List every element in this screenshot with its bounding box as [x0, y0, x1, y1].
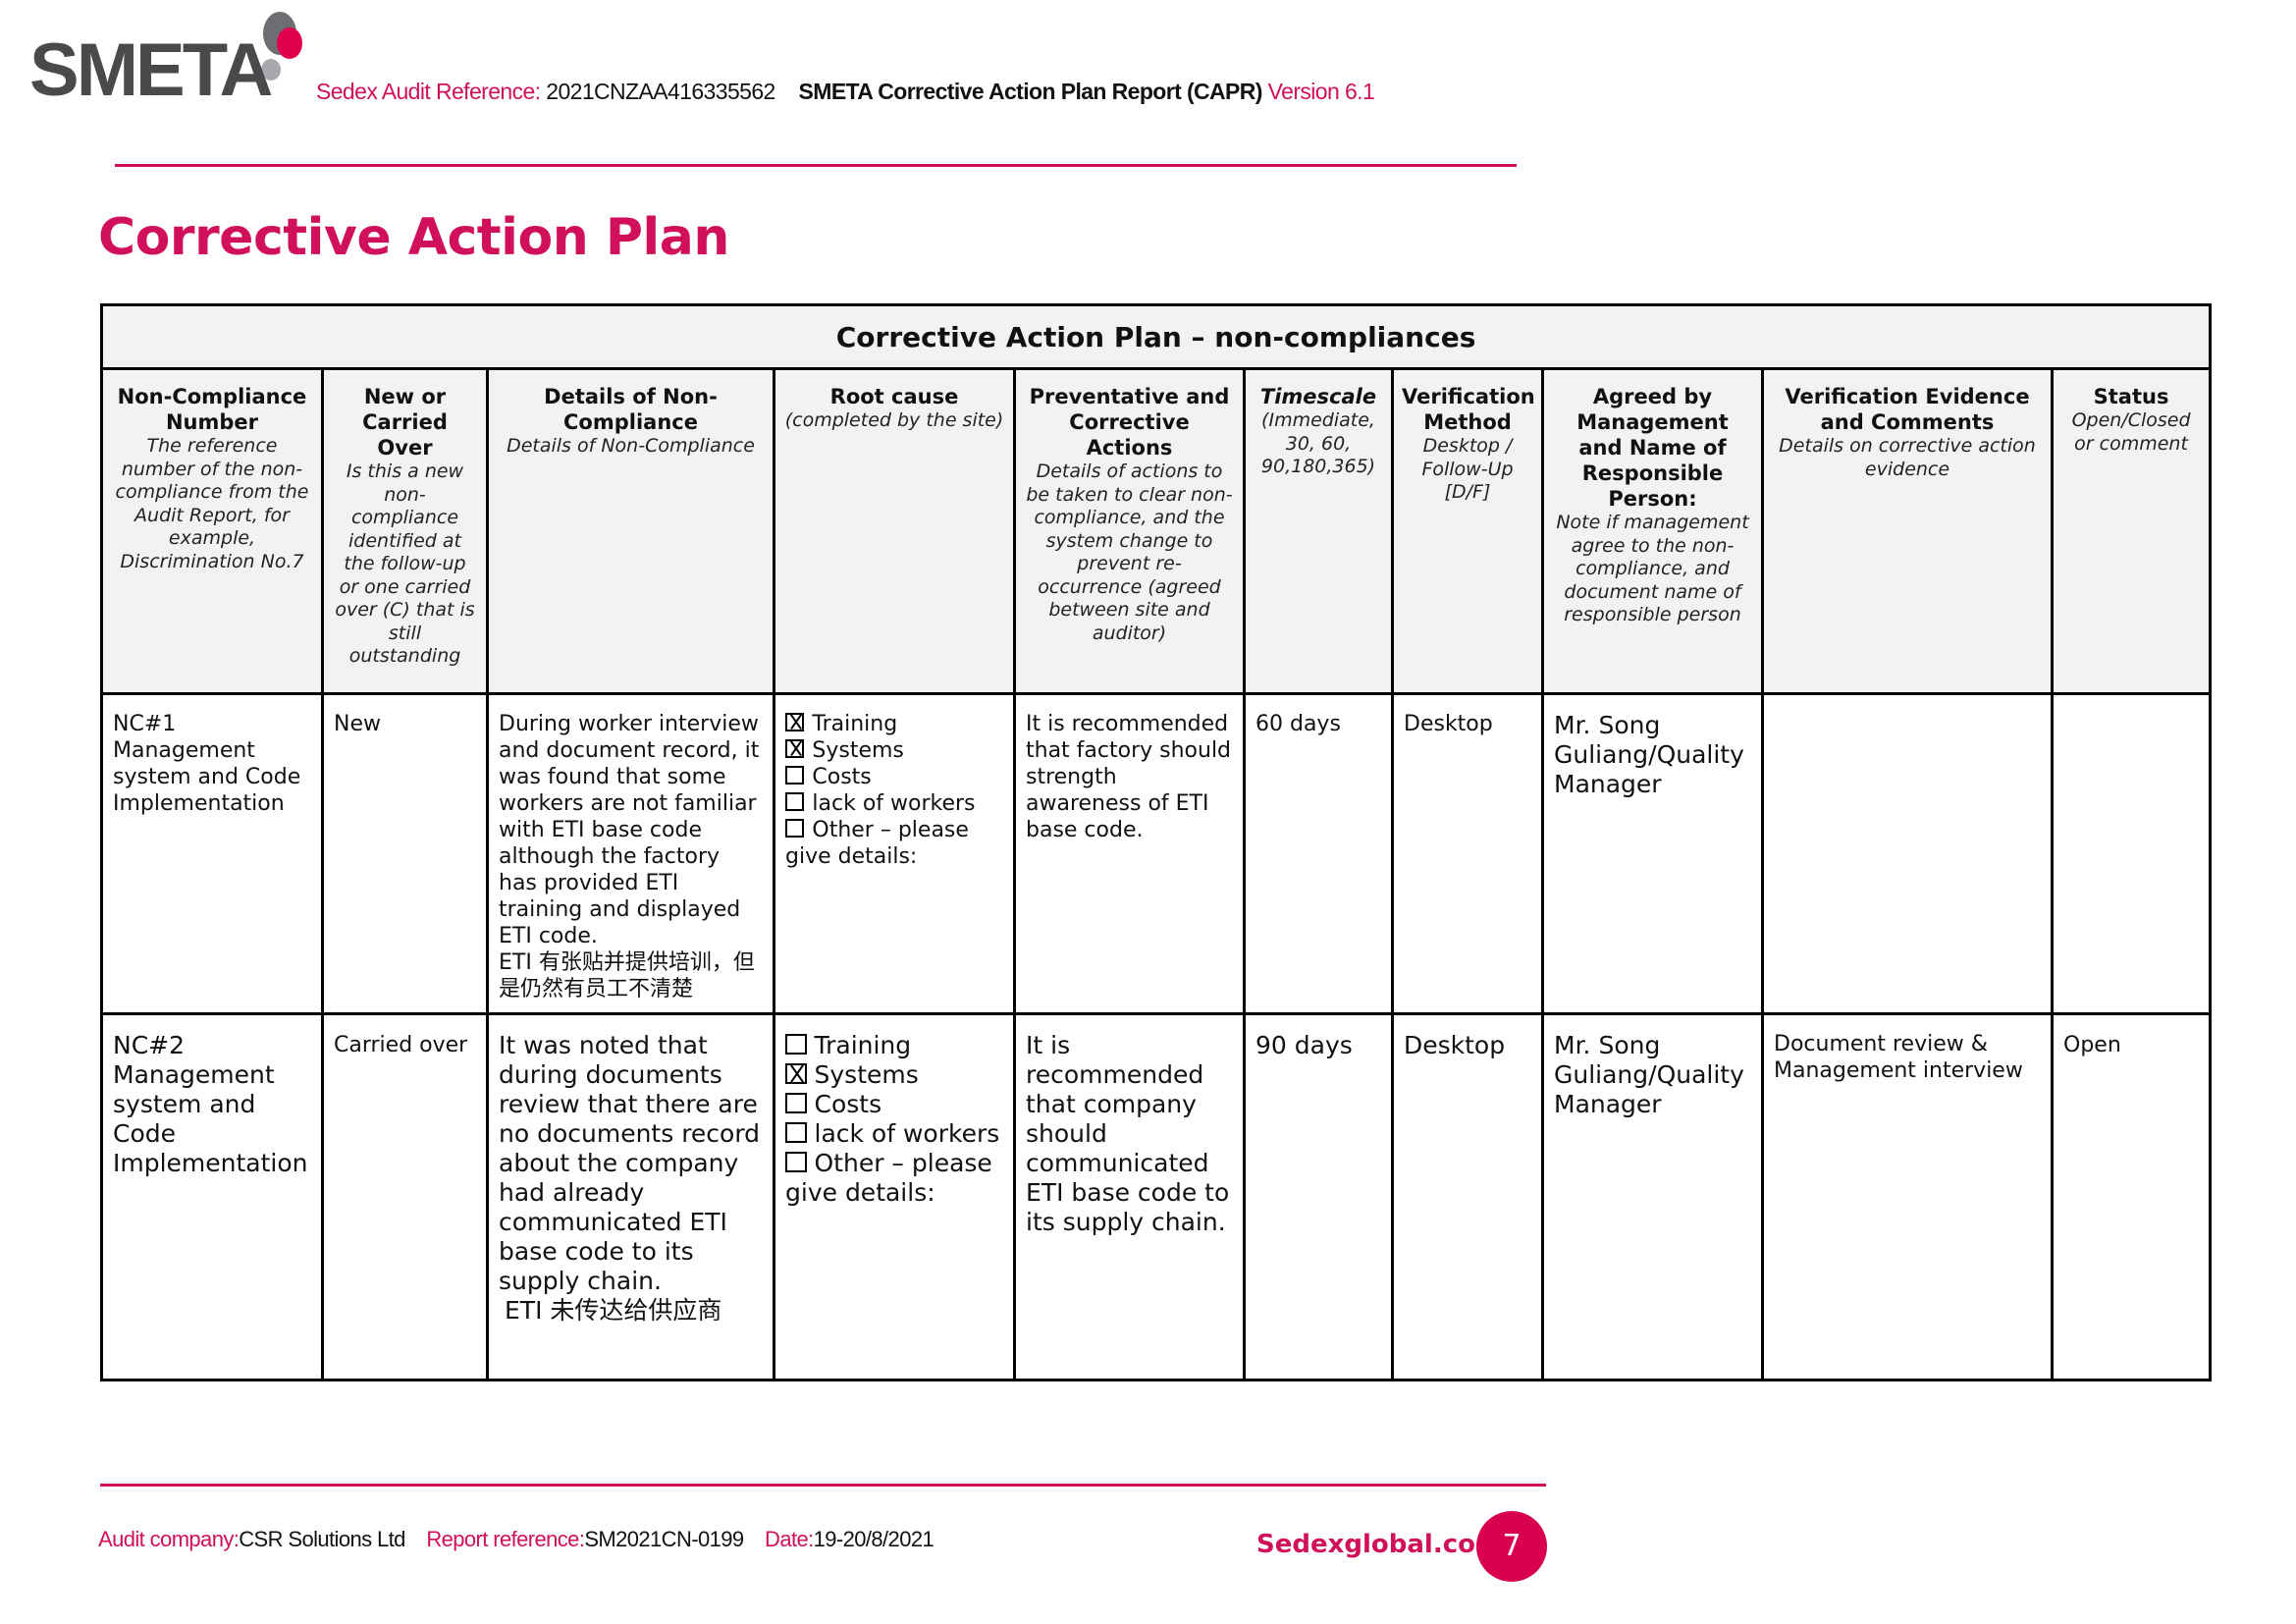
checkbox-empty-icon [785, 765, 805, 785]
audit-company-label: Audit company: [98, 1527, 240, 1551]
checkbox-checked-icon [785, 712, 805, 731]
nc-number-cell: NC#1 Management system and Code Implement… [100, 692, 324, 1015]
audit-ref-label: Sedex Audit Reference: [316, 79, 541, 104]
table-row: NC#2 Management system and Code Implement… [100, 1012, 2213, 1381]
table-row: NC#1 Management system and Code Implement… [100, 692, 2213, 1015]
actions-cell: It is recommended that factory should st… [1013, 692, 1246, 1015]
actions-cell: It is recommended that company should co… [1013, 1012, 1246, 1381]
checkbox-item: Costs [785, 764, 1003, 790]
verification-method-cell: Desktop [1391, 1012, 1544, 1381]
checkbox-item: Training [785, 1031, 1003, 1060]
report-header: Sedex Audit Reference: 2021CNZAA41633556… [316, 79, 1375, 105]
checkbox-empty-icon [785, 818, 805, 838]
date: 19-20/8/2021 [813, 1527, 934, 1551]
timescale-cell: 90 days [1243, 1012, 1394, 1381]
col-header: Timescale (Immediate, 30, 60, 90,180,365) [1243, 367, 1394, 695]
col-header: New or Carried Over Is this a new non-com… [321, 367, 489, 695]
col-header: Non-Compliance Number The reference numbe… [100, 367, 324, 695]
checkbox-item: Other – please give details: [785, 1149, 992, 1207]
checkbox-item: lack of workers [785, 1119, 1003, 1149]
footer-info: Audit company:CSR Solutions Ltd Report r… [98, 1527, 949, 1552]
audit-ref-value: 2021CNZAA416335562 [546, 79, 775, 104]
verification-method-cell: Desktop [1391, 692, 1544, 1015]
checkbox-empty-icon [785, 1121, 807, 1143]
checkbox-empty-icon [785, 791, 805, 811]
checkbox-item: Training [785, 711, 1003, 737]
agreed-by-cell: Mr. Song Guliang/Quality Manager [1541, 692, 1764, 1015]
timescale-cell: 60 days [1243, 692, 1394, 1015]
table-header-row: Non-Compliance Number The reference numbe… [100, 367, 2213, 695]
new-or-carried-cell: New [321, 692, 489, 1015]
date-label: Date: [765, 1527, 814, 1551]
checkbox-item: Other – please give details: [785, 818, 969, 869]
table-caption: Corrective Action Plan – non-compliances [99, 303, 2213, 370]
col-header: Preventative and Corrective Actions Detai… [1013, 367, 1246, 695]
page-number: 7 [1476, 1511, 1547, 1582]
checkbox-empty-icon [785, 1151, 807, 1172]
col-header: Details of Non-Compliance Details of Non-… [486, 367, 775, 695]
report-title: SMETA Corrective Action Plan Report (CAP… [798, 79, 1263, 104]
website-link[interactable]: Sedexglobal.com [1256, 1530, 1503, 1559]
evidence-cell [1761, 692, 2054, 1015]
smeta-logo: SMETA [29, 12, 314, 112]
page-title: Corrective Action Plan [98, 208, 729, 267]
checkbox-item: Systems [785, 1060, 1003, 1090]
root-cause-cell: Training Systems Costs lack of workers O… [773, 692, 1016, 1015]
col-header: Verification Method Desktop / Follow-Up [… [1391, 367, 1544, 695]
checkbox-item: lack of workers [785, 790, 1003, 817]
agreed-by-cell: Mr. Song Guliang/Quality Manager [1541, 1012, 1764, 1381]
col-header: Status Open/Closed or comment [2050, 367, 2213, 695]
header-divider [115, 164, 1517, 167]
col-header: Root cause (completed by the site) [773, 367, 1016, 695]
details-cell: During worker interview and document rec… [486, 692, 775, 1015]
checkbox-empty-icon [785, 1092, 807, 1113]
nc-number-cell: NC#2 Management system and Code Implement… [100, 1012, 324, 1381]
corrective-action-table: Corrective Action Plan – non-compliances… [99, 303, 2213, 1381]
status-cell [2050, 692, 2213, 1015]
evidence-cell: Document review & Management interview [1761, 1012, 2054, 1381]
checkbox-checked-icon [785, 1062, 807, 1084]
col-header: Verification Evidence and Comments Detail… [1761, 367, 2054, 695]
checkbox-checked-icon [785, 738, 805, 758]
report-ref-label: Report reference: [426, 1527, 585, 1551]
details-cell: It was noted that during documents revie… [486, 1012, 775, 1381]
new-or-carried-cell: Carried over [321, 1012, 489, 1381]
status-cell: Open [2050, 1012, 2213, 1381]
audit-company: CSR Solutions Ltd [239, 1527, 405, 1551]
checkbox-empty-icon [785, 1033, 807, 1055]
report-ref: SM2021CN-0199 [584, 1527, 744, 1551]
logo-dot-light [261, 59, 281, 81]
root-cause-cell: Training Systems Costs lack of workers O… [773, 1012, 1016, 1381]
checkbox-item: Systems [785, 737, 1003, 764]
checkbox-item: Costs [785, 1090, 1003, 1119]
col-header: Agreed by Management and Name of Respons… [1541, 367, 1764, 695]
footer-divider [100, 1484, 1546, 1487]
logo-dot-pink [277, 27, 302, 59]
logo-text: SMETA [29, 28, 273, 112]
version: Version 6.1 [1267, 79, 1375, 104]
